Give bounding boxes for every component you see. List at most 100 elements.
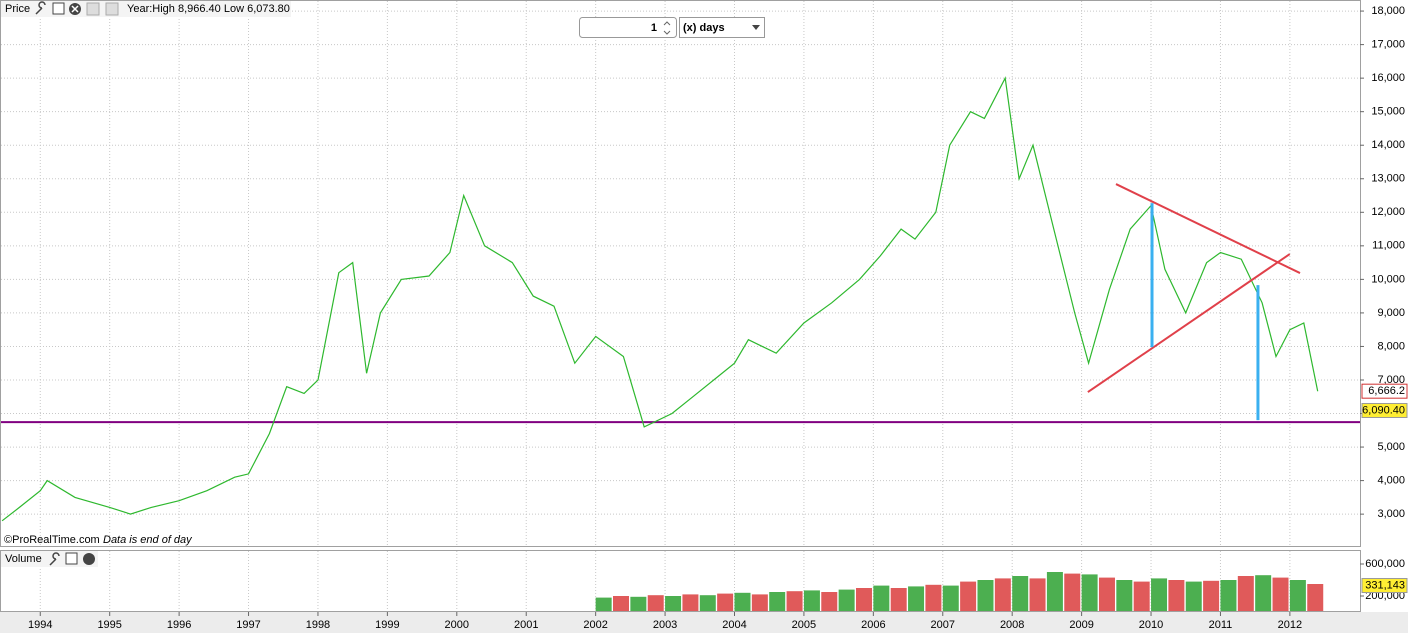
y-tick-label: 11,000 (1372, 240, 1405, 252)
last-value-box (1361, 578, 1408, 594)
period-unit: (x) days (683, 22, 725, 34)
close-icon[interactable] (83, 553, 95, 565)
volume-bar (665, 596, 682, 611)
volume-bar (1255, 575, 1272, 611)
volume-bar (925, 584, 942, 611)
volume-bar (1081, 574, 1098, 611)
last-value-box (1361, 402, 1408, 418)
volume-bar (1029, 578, 1046, 611)
period-control: 1 (x) days (579, 17, 765, 38)
volume-bar (855, 588, 872, 611)
settings-icon[interactable] (49, 552, 60, 566)
volume-bar (1220, 580, 1237, 611)
close-cross (71, 5, 79, 13)
y-tick-label: 4,000 (1377, 475, 1405, 487)
volume-bar (734, 592, 751, 611)
volume-bar (942, 585, 959, 611)
up-icon[interactable] (86, 2, 100, 16)
volume-bar (890, 588, 907, 611)
volume-bar (613, 596, 630, 611)
watermark: ©ProRealTime.com (4, 534, 100, 546)
volume-bar (1098, 577, 1115, 611)
y-tick-label: 8,000 (1377, 340, 1405, 352)
x-axis-band (0, 612, 1408, 633)
volume-bar (1168, 580, 1185, 611)
x-tick-label: 2011 (1209, 619, 1233, 631)
volume-bar (769, 592, 786, 611)
y-tick-label: 18,000 (1371, 5, 1405, 17)
x-tick-label: 2001 (514, 619, 538, 631)
volume-bar (647, 595, 664, 611)
settings-icon[interactable] (35, 1, 46, 15)
trend-line (1115, 183, 1301, 274)
volume-bar (821, 592, 838, 611)
x-tick-label: 2006 (861, 619, 885, 631)
volume-header: Volume (1, 551, 98, 567)
volume-bar (908, 586, 925, 611)
volume-bar (682, 594, 699, 611)
y-tick-label: 7,000 (1377, 374, 1405, 386)
volume-bar (1133, 581, 1150, 611)
y-tick-label: 9,000 (1377, 307, 1405, 319)
period-input[interactable] (579, 17, 677, 38)
price-frame (0, 0, 1361, 547)
y-tick-label: 3,000 (1377, 508, 1405, 520)
panel-title: Price (5, 3, 30, 15)
window-icon[interactable] (52, 2, 65, 15)
x-tick-label: 2010 (1139, 619, 1163, 631)
down-icon[interactable] (105, 2, 119, 16)
volume-bar (1151, 578, 1168, 611)
last-value-label: 6,090.40 (1362, 404, 1405, 416)
x-tick-label: 2004 (722, 619, 746, 631)
window-icon[interactable] (65, 552, 78, 565)
volume-bar (630, 596, 647, 611)
volume-frame (0, 550, 1361, 612)
x-tick-label: 1999 (375, 619, 399, 631)
volume-bar (960, 581, 977, 611)
y-tick-label: 14,000 (1371, 139, 1405, 151)
volume-bar (1046, 572, 1063, 611)
volume-bar (1289, 580, 1306, 611)
x-tick-label: 2002 (583, 619, 607, 631)
last-value-box (1361, 383, 1408, 399)
y-tick-label: 10,000 (1371, 273, 1405, 285)
volume-bar (977, 580, 994, 611)
y-tick-label: 16,000 (1371, 72, 1405, 84)
volume-bar (838, 589, 855, 611)
y-tick-label: 17,000 (1371, 39, 1405, 51)
y-tick-label: 600,000 (1365, 558, 1405, 570)
volume-bar (1064, 573, 1081, 611)
volume-bar (1012, 576, 1029, 611)
x-tick-label: 2008 (1000, 619, 1024, 631)
x-tick-label: 1998 (306, 619, 330, 631)
period-unit-select[interactable] (679, 17, 765, 38)
x-tick-label: 2012 (1278, 619, 1302, 631)
x-tick-label: 2003 (653, 619, 677, 631)
y-tick-label: 5,000 (1377, 441, 1405, 453)
header-info: Year:High 8,966.40 Low 6,073.80 (127, 3, 290, 15)
volume-bar (994, 578, 1011, 611)
period-value: 1 (651, 22, 657, 34)
last-value-label: 6,666.2 (1368, 385, 1405, 397)
x-tick-label: 2009 (1069, 619, 1093, 631)
volume-bar (803, 590, 820, 611)
x-tick-label: 1995 (97, 619, 121, 631)
x-tick-label: 1994 (28, 619, 52, 631)
x-tick-label: 2005 (792, 619, 816, 631)
x-tick-label: 1996 (167, 619, 191, 631)
volume-bar (1272, 577, 1289, 611)
volume-bar (1185, 581, 1202, 611)
x-tick-label: 1997 (236, 619, 260, 631)
x-tick-label: 2007 (931, 619, 955, 631)
x-tick-label: 2000 (445, 619, 469, 631)
volume-bar (1203, 580, 1220, 611)
volume-bar (595, 597, 612, 611)
volume-bar (1307, 584, 1324, 611)
volume-bar (699, 595, 716, 611)
spinner[interactable] (663, 21, 671, 35)
y-tick-label: 12,000 (1371, 206, 1405, 218)
volume-bar (786, 591, 803, 611)
volume-bar (873, 585, 890, 611)
